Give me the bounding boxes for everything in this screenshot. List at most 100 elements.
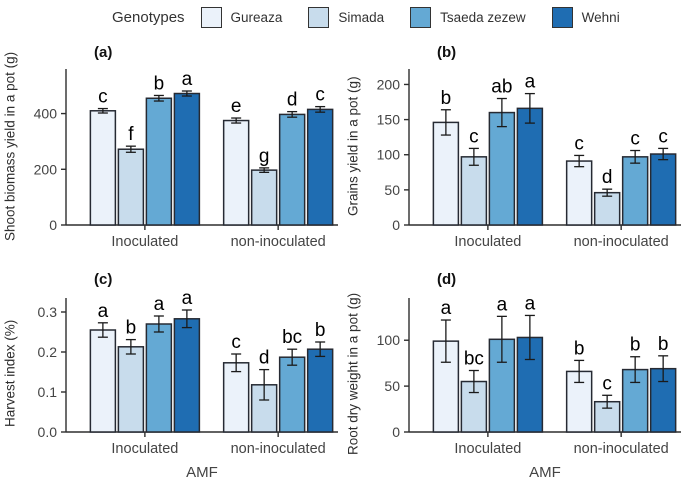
significance-letter: a xyxy=(525,293,536,314)
significance-letter: e xyxy=(231,96,242,117)
y-tick-label: 0 xyxy=(392,217,400,233)
significance-letter: bc xyxy=(282,327,302,348)
x-group-label: Inoculated xyxy=(111,234,178,250)
bar xyxy=(278,113,306,226)
y-tick-label: 400 xyxy=(34,106,58,122)
y-axis-label: Grains yield in a pot (g) xyxy=(345,76,361,216)
significance-letter: b xyxy=(126,318,137,339)
y-tick-label: 0.1 xyxy=(38,384,58,400)
panel-harvest-index: Harvest index (%) 0.0 0.1 0.2 0.3 Inoculated… xyxy=(0,260,342,487)
bar xyxy=(89,110,117,226)
legend-color-swatch xyxy=(410,6,432,28)
y-tick-label: 100 xyxy=(377,147,401,163)
legend-color-swatch xyxy=(200,6,222,28)
legend-item: Wehni xyxy=(551,6,620,28)
significance-letter: d xyxy=(602,167,613,188)
chart-area: 0 50 100 150 200 Inoculated b c ab a non-inoculate… xyxy=(365,33,683,264)
y-tick-label: 0 xyxy=(392,424,400,440)
significance-letter: b xyxy=(441,88,452,109)
bar xyxy=(173,318,201,433)
significance-letter: c xyxy=(315,85,325,106)
legend-item: Tsaeda zezew xyxy=(410,6,526,28)
bar xyxy=(593,191,621,226)
significance-letter: c xyxy=(658,126,668,147)
y-tick-label: 0.0 xyxy=(38,424,58,440)
y-tick-label: 200 xyxy=(377,76,401,92)
legend-item: Simada xyxy=(308,6,384,28)
significance-letter: c xyxy=(630,129,640,150)
legend-items: Gureaza Simada Tsaeda zezew Wehni xyxy=(200,6,646,28)
y-tick-label: 0.3 xyxy=(38,304,58,320)
x-axis-label: AMF xyxy=(529,464,561,481)
y-tick-label: 100 xyxy=(377,332,401,348)
y-tick-label: 150 xyxy=(377,112,401,128)
bar xyxy=(117,346,145,433)
significance-letter: c xyxy=(574,133,584,154)
bar xyxy=(250,169,278,226)
y-tick-label: 200 xyxy=(34,161,58,177)
panel-shoot-biomass: Shoot biomass yield in a pot (g) 0 200 400… xyxy=(0,33,342,259)
bar xyxy=(306,348,334,433)
significance-letter: c xyxy=(98,87,108,108)
chart-area: 0.0 0.1 0.2 0.3 Inoculated a b a a non-inoculated… xyxy=(22,260,340,492)
legend-item-label: Tsaeda zezew xyxy=(440,9,526,25)
y-tick-label: 0.2 xyxy=(38,344,58,360)
genotypes-legend: Genotypes Gureaza Simada Tsaeda zezew Wehni xyxy=(112,3,646,31)
panel-label: (c) xyxy=(94,271,112,288)
bar xyxy=(621,156,649,226)
y-axis-label: Harvest index (%) xyxy=(2,319,18,428)
y-tick-label: 50 xyxy=(384,182,400,198)
chart-area: 0 50 100 Inoculated a bc a a non-inoculated b c b b(… xyxy=(365,260,683,492)
panel-label: (d) xyxy=(437,271,456,288)
x-group-label: non-inoculated xyxy=(574,234,669,250)
bar xyxy=(278,356,306,433)
x-group-label: non-inoculated xyxy=(231,234,326,250)
significance-letter: a xyxy=(154,294,165,315)
legend-item-label: Wehni xyxy=(581,9,620,25)
legend-color-swatch xyxy=(551,6,573,28)
x-group-label: Inoculated xyxy=(454,234,521,250)
bar xyxy=(89,329,117,433)
significance-letter: a xyxy=(525,72,536,93)
significance-letter: c xyxy=(602,373,612,394)
bar xyxy=(306,108,334,226)
bar xyxy=(145,323,173,433)
y-tick-label: 0 xyxy=(49,217,57,233)
significance-letter: a xyxy=(182,69,193,90)
significance-letter: b xyxy=(630,335,641,356)
legend-item-label: Gureaza xyxy=(230,9,283,25)
bar xyxy=(488,111,516,226)
significance-letter: a xyxy=(441,298,452,319)
x-group-label: non-inoculated xyxy=(231,441,326,457)
significance-letter: b xyxy=(574,338,585,359)
significance-letter: ab xyxy=(491,77,512,98)
panel-label: (b) xyxy=(437,44,456,61)
chart-area: 0 200 400 Inoculated c f b a non-inoculated e g d c(… xyxy=(22,33,340,264)
panel-grains-yield: Grains yield in a pot (g) 0 50 100 150 200 In… xyxy=(343,33,685,259)
legend-item: Gureaza xyxy=(200,6,283,28)
bar xyxy=(432,121,460,226)
bar xyxy=(565,160,593,226)
significance-letter: c xyxy=(231,332,241,353)
significance-letter: a xyxy=(182,288,193,309)
significance-letter: b xyxy=(154,73,165,94)
significance-letter: c xyxy=(469,126,479,147)
bar xyxy=(117,148,145,226)
bar xyxy=(222,362,250,433)
significance-letter: d xyxy=(287,90,298,111)
significance-letter: b xyxy=(315,320,326,341)
panel-label: (a) xyxy=(94,44,112,61)
x-axis-label: AMF xyxy=(186,464,218,481)
x-group-label: non-inoculated xyxy=(574,441,669,457)
significance-letter: d xyxy=(259,348,270,369)
x-group-label: Inoculated xyxy=(111,441,178,457)
legend-title: Genotypes xyxy=(112,8,185,26)
bar xyxy=(145,97,173,226)
x-group-label: Inoculated xyxy=(454,441,521,457)
y-axis-label: Shoot biomass yield in a pot (g) xyxy=(2,51,18,241)
significance-letter: a xyxy=(98,301,109,322)
